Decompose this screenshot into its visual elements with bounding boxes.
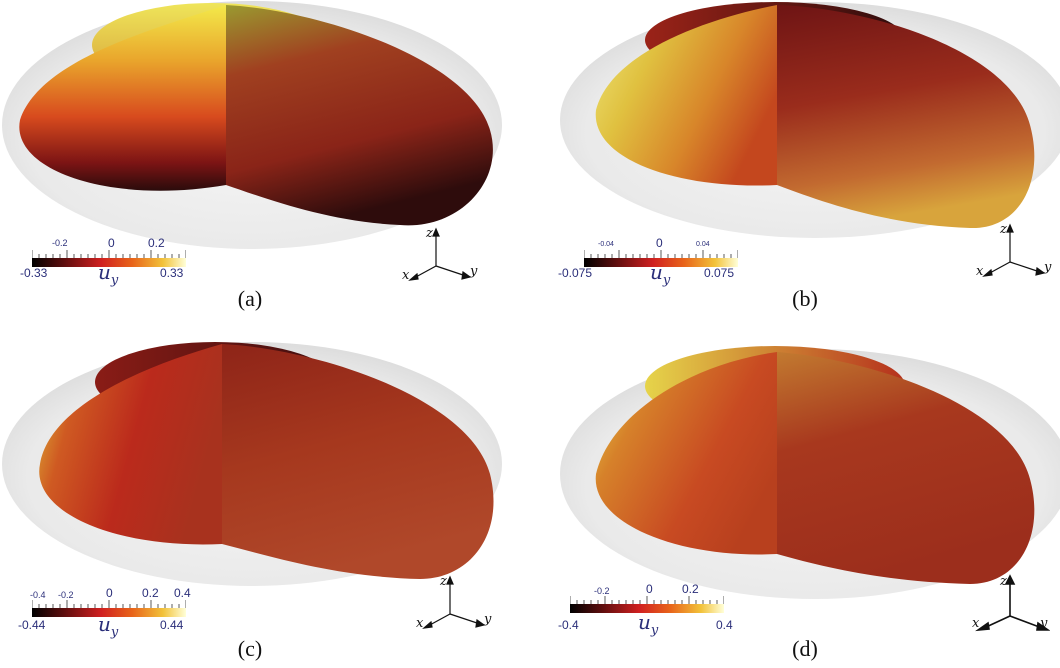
left-surface xyxy=(595,5,777,186)
colorbar-variable: uy xyxy=(650,260,671,288)
tick-label: 0 xyxy=(106,586,113,600)
panel-caption-a: (a) xyxy=(237,286,263,311)
panel-caption-c: (c) xyxy=(237,636,263,661)
colorbar-max-label: 0.33 xyxy=(160,266,184,280)
colorbar-min-label: -0.075 xyxy=(558,266,593,280)
panel-b: -0.04 0 0.04 -0.075 uy 0.075 z x y (b) xyxy=(530,0,1060,334)
axes-arrows xyxy=(408,227,472,281)
tick-label: 0 xyxy=(656,236,663,250)
colorbar-min-label: -0.33 xyxy=(20,266,48,280)
colorbar-ticks xyxy=(584,250,738,258)
colorbar-max-label: 0.4 xyxy=(716,618,733,632)
axes-triad-c: z x y xyxy=(414,574,494,634)
colorbar-gradient xyxy=(32,608,186,617)
right-surface xyxy=(222,344,494,579)
colorbar-b: -0.04 0 0.04 -0.075 uy 0.075 xyxy=(550,236,760,288)
axis-label-x: x xyxy=(976,264,984,279)
axis-label-x: x xyxy=(402,268,410,283)
tick-label: 0.2 xyxy=(142,586,159,600)
panel-caption-d: (d) xyxy=(792,636,818,661)
colorbar-variable: uy xyxy=(638,610,659,638)
colorbar-a: -0.2 0 0.2 -0.33 uy 0.33 xyxy=(20,236,220,288)
axis-label-y: y xyxy=(1044,260,1052,275)
right-surface xyxy=(777,5,1035,229)
axis-label-z: z xyxy=(426,226,433,241)
axis-label-z: z xyxy=(1000,574,1007,589)
tick-label: 0 xyxy=(108,236,115,250)
axes-arrows xyxy=(422,575,486,629)
axis-label-y: y xyxy=(470,264,478,279)
colorbar-ticks xyxy=(570,596,724,604)
axis-label-z: z xyxy=(440,574,447,589)
tick-label: 0 xyxy=(646,582,653,596)
axes-arrows xyxy=(975,574,1050,632)
colorbar-min-label: -0.4 xyxy=(558,618,579,632)
left-surface xyxy=(19,5,227,191)
tick-label: -0.2 xyxy=(52,238,68,248)
colorbar-gradient xyxy=(32,258,186,267)
colorbar-ticks xyxy=(32,250,186,258)
colorbar-max-label: 0.44 xyxy=(160,618,184,632)
colorbar-min-label: -0.44 xyxy=(18,618,46,632)
axes-triad-a: z x y xyxy=(400,226,480,286)
tick-label: -0.2 xyxy=(594,586,610,596)
axis-label-x: x xyxy=(972,616,980,631)
panel-a: -0.2 0 0.2 -0.33 uy 0.33 z x y (a) xyxy=(0,0,530,334)
axis-label-y: y xyxy=(484,612,492,627)
left-surface xyxy=(595,352,777,555)
tick-label: -0.2 xyxy=(58,590,74,600)
axes-arrows xyxy=(982,223,1046,277)
colorbar-variable: uy xyxy=(98,260,119,288)
colorbar-d: -0.2 0 0.2 -0.4 uy 0.4 xyxy=(558,582,768,638)
axis-label-x: x xyxy=(416,616,424,631)
colorbar-gradient xyxy=(584,258,738,267)
ellipsoid-render-c xyxy=(2,342,502,586)
right-surface xyxy=(777,352,1035,584)
axes-triad-d: z x y xyxy=(970,574,1050,634)
ellipsoid-render-a xyxy=(2,1,502,249)
tick-label: 0.4 xyxy=(174,586,191,600)
tick-label: 0.2 xyxy=(682,582,699,596)
panel-caption-b: (b) xyxy=(792,286,818,311)
left-surface xyxy=(39,344,223,545)
axis-label-y: y xyxy=(1040,616,1048,631)
colorbar-max-label: 0.075 xyxy=(704,266,735,280)
colorbar-c: -0.4 -0.2 0 0.2 0.4 -0.44 uy 0.44 xyxy=(18,586,218,640)
panel-c: -0.4 -0.2 0 0.2 0.4 -0.44 uy 0.44 z x y … xyxy=(0,334,530,668)
panel-d: -0.2 0 0.2 -0.4 uy 0.4 z x y (d) xyxy=(530,334,1060,668)
tick-label: -0.04 xyxy=(598,241,614,248)
axis-label-z: z xyxy=(1000,222,1007,237)
colorbar-ticks xyxy=(32,600,186,608)
tick-label: 0.04 xyxy=(696,241,710,248)
colorbar-gradient xyxy=(570,604,724,613)
tick-label: -0.4 xyxy=(30,590,46,600)
tick-label: 0.2 xyxy=(148,236,165,250)
ellipsoid-render-d xyxy=(560,346,1060,599)
right-surface xyxy=(226,5,493,226)
axes-triad-b: z x y xyxy=(974,222,1054,282)
colorbar-variable: uy xyxy=(98,612,119,640)
ellipsoid-render-b xyxy=(560,2,1060,238)
